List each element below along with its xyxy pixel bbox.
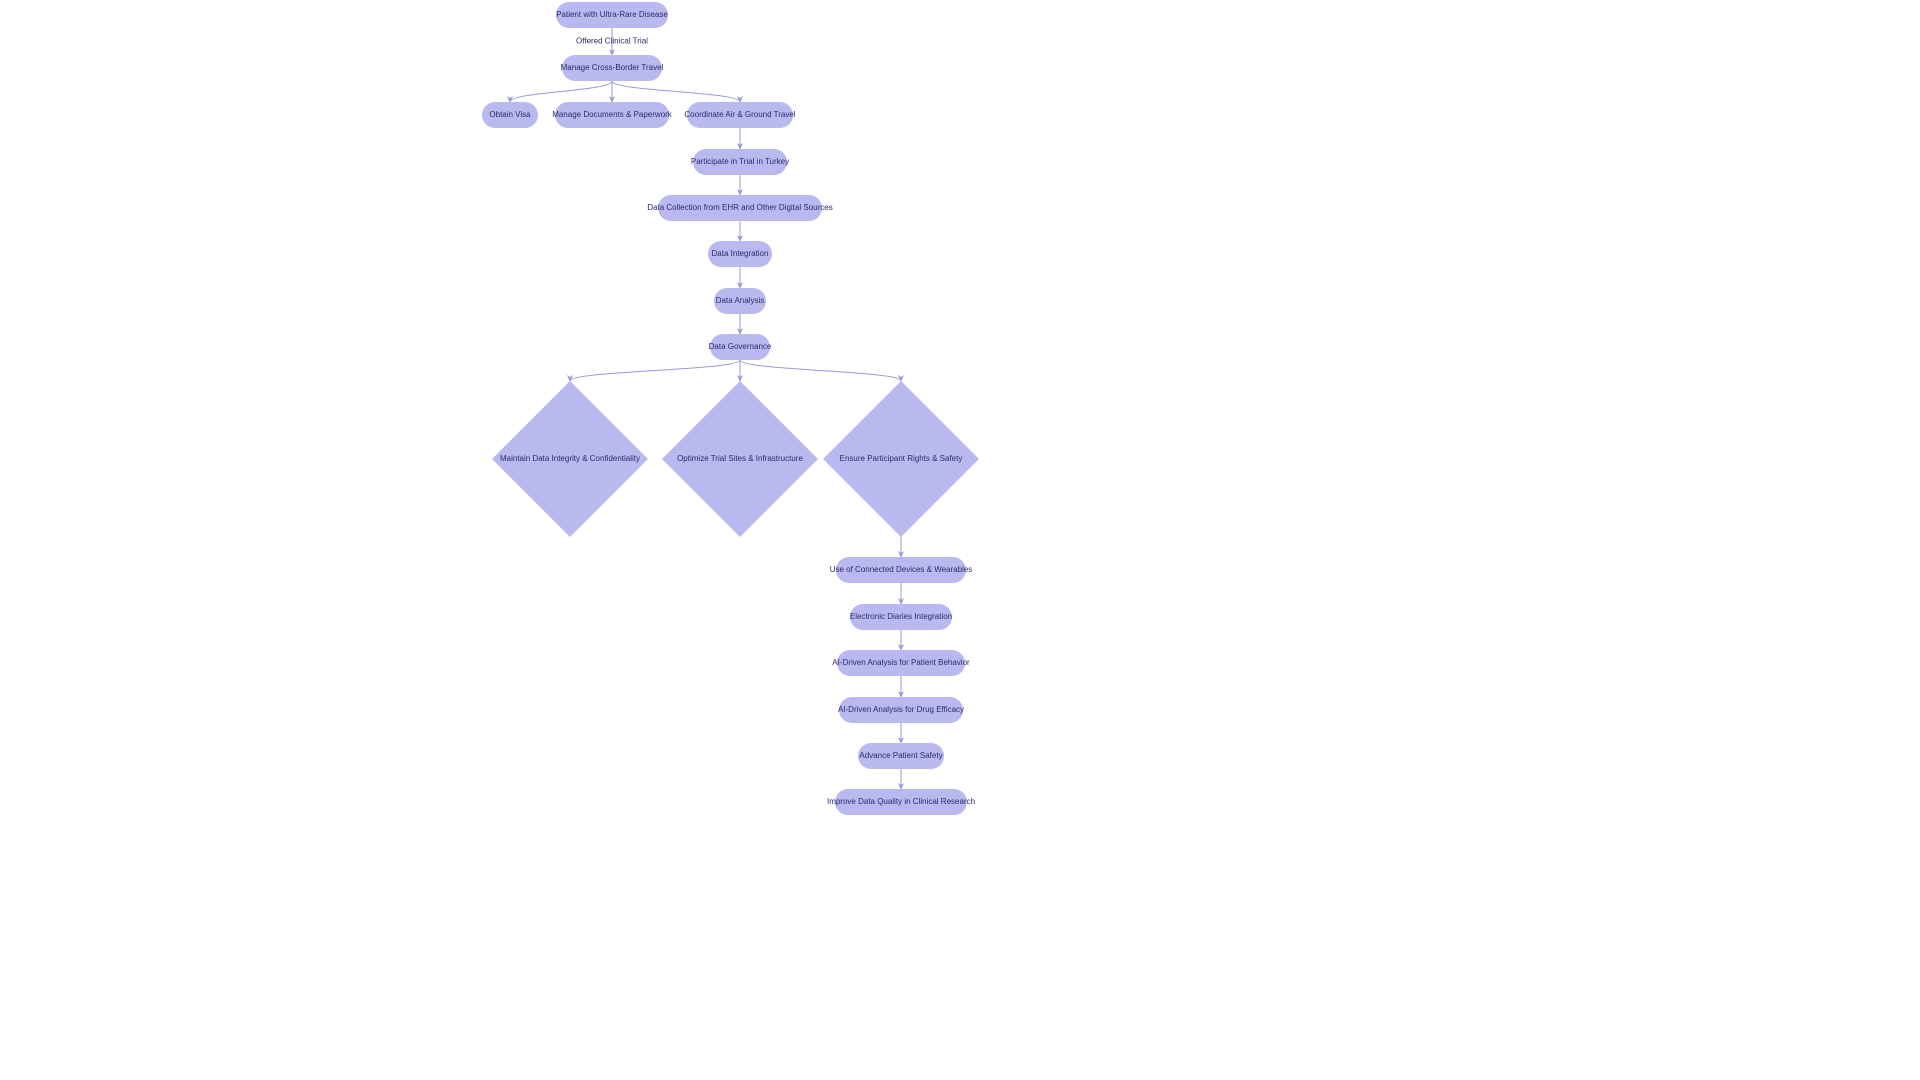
node-label: AI-Driven Analysis for Drug Efficacy: [838, 705, 964, 714]
node-label: Obtain Visa: [489, 110, 531, 119]
node-n4: Manage Documents & Paperwork: [552, 102, 673, 128]
node-label: AI-Driven Analysis for Patient Behavior: [832, 658, 970, 667]
node-n17: AI-Driven Analysis for Drug Efficacy: [838, 697, 964, 723]
node-n10: Data Governance: [709, 334, 772, 360]
node-label: Data Integration: [712, 249, 769, 258]
node-label: Electronic Diaries Integration: [850, 612, 952, 621]
node-n8: Data Integration: [708, 241, 772, 267]
nodes-layer: Patient with Ultra-Rare Disease Manage Cr…: [482, 2, 979, 815]
node-label: Optimize Trial Sites & Infrastructure: [677, 454, 803, 463]
node-label: Data Governance: [709, 342, 772, 351]
edge-n10-n13: [740, 360, 901, 381]
node-n14: Use of Connected Devices & Wearables: [830, 557, 973, 583]
node-label: Patient with Ultra-Rare Disease: [556, 10, 668, 19]
node-label: Advance Patient Safety: [859, 751, 942, 760]
edge-n10-n11: [570, 360, 740, 381]
edge-n2-n3: [510, 81, 612, 102]
node-n3: Obtain Visa: [482, 102, 538, 128]
node-n2: Manage Cross-Border Travel: [561, 55, 664, 81]
node-n13: Ensure Participant Rights & Safety: [823, 381, 979, 537]
node-label: Data Analysis: [716, 296, 764, 305]
node-label: Manage Cross-Border Travel: [561, 63, 664, 72]
node-label: Manage Documents & Paperwork: [552, 110, 673, 119]
node-n7: Data Collection from EHR and Other Digit…: [647, 195, 832, 221]
node-n5: Coordinate Air & Ground Travel: [684, 102, 795, 128]
node-label: Ensure Participant Rights & Safety: [840, 454, 963, 463]
node-label: Improve Data Quality in Clinical Researc…: [827, 797, 975, 806]
node-label: Maintain Data Integrity & Confidentialit…: [500, 454, 640, 463]
node-label: Use of Connected Devices & Wearables: [830, 565, 973, 574]
node-n6: Participate in Trial in Turkey: [691, 149, 789, 175]
node-label: Participate in Trial in Turkey: [691, 157, 789, 166]
node-n12: Optimize Trial Sites & Infrastructure: [662, 381, 818, 537]
node-n19: Improve Data Quality in Clinical Researc…: [827, 789, 975, 815]
node-n18: Advance Patient Safety: [858, 743, 944, 769]
node-n9: Data Analysis: [714, 288, 766, 314]
node-label: Coordinate Air & Ground Travel: [684, 110, 795, 119]
node-label: Data Collection from EHR and Other Digit…: [647, 203, 832, 212]
flowchart-canvas: Offered Clinical Trial Patient with Ultr…: [0, 0, 1920, 1080]
node-n11: Maintain Data Integrity & Confidentialit…: [492, 381, 648, 537]
node-n1: Patient with Ultra-Rare Disease: [556, 2, 668, 28]
node-n15: Electronic Diaries Integration: [850, 604, 952, 630]
node-n16: AI-Driven Analysis for Patient Behavior: [832, 650, 970, 676]
edge-n2-n5: [612, 81, 740, 102]
edge-label: Offered Clinical Trial: [576, 37, 648, 46]
